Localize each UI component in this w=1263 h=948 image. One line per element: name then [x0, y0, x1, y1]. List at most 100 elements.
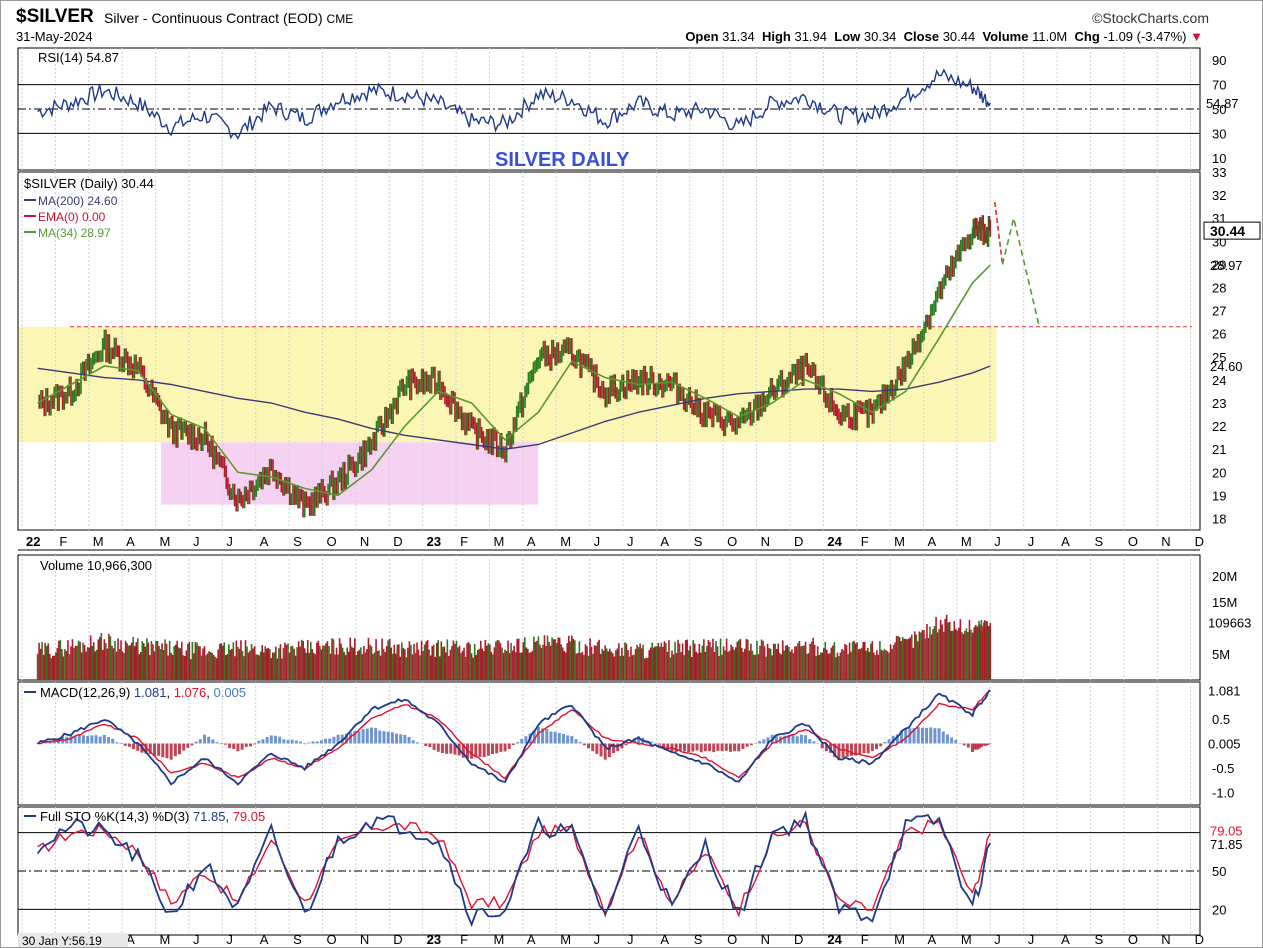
brand-watermark[interactable]: ©StockCharts.com — [1092, 10, 1209, 26]
macd-hist-bar — [883, 742, 887, 744]
macd-hist-bar — [240, 743, 244, 750]
x-tick-label: N — [761, 534, 770, 549]
rsi-y-tick: 10 — [1212, 151, 1226, 166]
macd-hist-bar — [599, 743, 603, 757]
x-tick-label: A — [260, 534, 269, 549]
macd-hist-bar — [570, 736, 574, 744]
macd-hist-bar — [524, 736, 528, 744]
x-tick-label-bottom: D — [393, 932, 402, 947]
macd-hist-bar — [299, 741, 303, 744]
macd-hist-bar — [491, 743, 495, 755]
macd-hist-bar — [132, 743, 136, 750]
macd-hist-bar — [854, 743, 858, 756]
macd-hist-bar — [745, 743, 749, 747]
macd-y-tick: -1.0 — [1212, 786, 1234, 801]
macd-hist-bar — [549, 731, 553, 744]
x-tick-label: J — [1028, 534, 1035, 549]
macd-hist-bar — [244, 743, 248, 747]
x-tick-label-bottom: O — [727, 932, 737, 947]
macd-hist-bar — [303, 743, 307, 745]
macd-hist-bar — [720, 743, 724, 752]
x-tick-label: F — [460, 534, 468, 549]
rsi-line — [37, 68, 991, 140]
macd-hist-bar — [561, 734, 565, 744]
macd-hist-bar — [979, 743, 983, 748]
ma34-line — [37, 264, 991, 497]
description-text: Silver - Continuous Contract (EOD) — [104, 10, 323, 26]
macd-hist-label: 0.005 — [1208, 736, 1241, 751]
price-y-tick: 25 — [1212, 350, 1226, 365]
macd-hist-bar — [774, 734, 778, 744]
macd-line — [37, 689, 991, 786]
macd-hist-bar — [445, 743, 449, 754]
macd-hist-bar — [849, 743, 853, 756]
sto-y-tick: 20 — [1212, 902, 1226, 917]
sto-k-line — [36, 810, 992, 928]
macd-hist-bar — [516, 742, 520, 744]
x-tick-label: J — [594, 534, 601, 549]
macd-hist-bar — [73, 735, 77, 744]
macd-hist-bar — [933, 728, 937, 744]
macd-hist-bar — [324, 738, 328, 744]
open-label: Open — [685, 29, 719, 44]
macd-legend-prefix: MACD(12,26,9) — [40, 685, 134, 700]
macd-hist-bar — [261, 739, 265, 744]
price-y-tick: 20 — [1212, 465, 1226, 480]
volume-last-value: 109663 — [1208, 616, 1251, 631]
macd-hist-bar — [912, 728, 916, 744]
macd-hist-bar — [269, 735, 273, 744]
macd-hist-bar — [536, 726, 540, 744]
macd-hist-bar — [687, 743, 691, 752]
ma200-value-label: 24.60 — [1210, 359, 1243, 374]
symbol-title: $SILVER — [16, 6, 94, 27]
macd-hist-bar — [954, 739, 958, 744]
volume-y-tick: 20M — [1212, 569, 1237, 584]
macd-hist-bar — [925, 727, 929, 744]
x-tick-label: S — [1094, 534, 1103, 549]
x-tick-label: S — [694, 534, 703, 549]
macd-hist-bar — [632, 738, 636, 744]
x-tick-label-bottom: N — [360, 932, 369, 947]
macd-hist-bar — [708, 743, 712, 752]
macd-hist-bar — [553, 731, 557, 744]
macd-hist-bar — [984, 743, 988, 746]
x-tick-label-bottom: S — [694, 932, 703, 947]
macd-hist-bar — [307, 742, 311, 744]
macd-hist-bar — [69, 735, 73, 744]
rsi-y-tick: 90 — [1212, 53, 1226, 68]
x-tick-label: M — [894, 534, 905, 549]
macd-hist-bar — [148, 743, 152, 754]
macd-hist-bar — [478, 743, 482, 757]
macd-hist-bar — [724, 743, 728, 751]
price-y-tick: 29 — [1212, 257, 1226, 272]
macd-hist-bar — [177, 743, 181, 755]
macd-signal-line — [37, 689, 991, 780]
macd-hist-bar — [282, 739, 286, 744]
price-y-tick: 24 — [1212, 373, 1226, 388]
x-tick-label: D — [794, 534, 803, 549]
macd-hist-bar — [77, 734, 81, 744]
macd-hist-bar — [716, 743, 720, 751]
x-tick-label: J — [994, 534, 1001, 549]
macd-hist-bar — [712, 743, 716, 753]
rsi-y-tick: 30 — [1212, 126, 1226, 141]
macd-hist-bar — [169, 743, 173, 760]
macd-hist-bar — [357, 731, 361, 744]
macd-hist-bar — [541, 728, 545, 744]
macd-hist-bar — [369, 727, 373, 744]
macd-hist-bar — [683, 743, 687, 752]
macd-hist-bar — [766, 737, 770, 744]
macd-hist-bar — [403, 734, 407, 744]
sto-legend-sep: , — [225, 809, 232, 824]
x-tick-label-bottom: J — [594, 932, 601, 947]
macd-hist-bar — [603, 743, 607, 760]
macd-hist-bar — [219, 743, 223, 745]
macd-hist-bar — [499, 743, 503, 752]
macd-hist-bar — [749, 743, 753, 746]
macd-hist-bar — [637, 736, 641, 744]
macd-value-label: 1.081 — [1208, 683, 1241, 698]
macd-legend-sep: , — [166, 685, 173, 700]
price-y-tick: 21 — [1212, 442, 1226, 457]
macd-hist-bar — [950, 737, 954, 744]
